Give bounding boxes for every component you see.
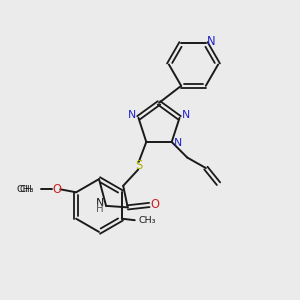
Text: N: N (95, 198, 104, 208)
Text: H: H (96, 205, 103, 214)
Text: S: S (135, 159, 142, 172)
Text: O: O (52, 183, 61, 196)
Text: N: N (182, 110, 190, 120)
Text: CH₃: CH₃ (138, 216, 156, 225)
Text: CH₃: CH₃ (16, 185, 34, 194)
Text: N: N (128, 110, 136, 120)
Text: O: O (151, 199, 160, 212)
Text: CH: CH (20, 185, 33, 194)
Text: N: N (207, 35, 215, 48)
Text: N: N (174, 139, 182, 148)
